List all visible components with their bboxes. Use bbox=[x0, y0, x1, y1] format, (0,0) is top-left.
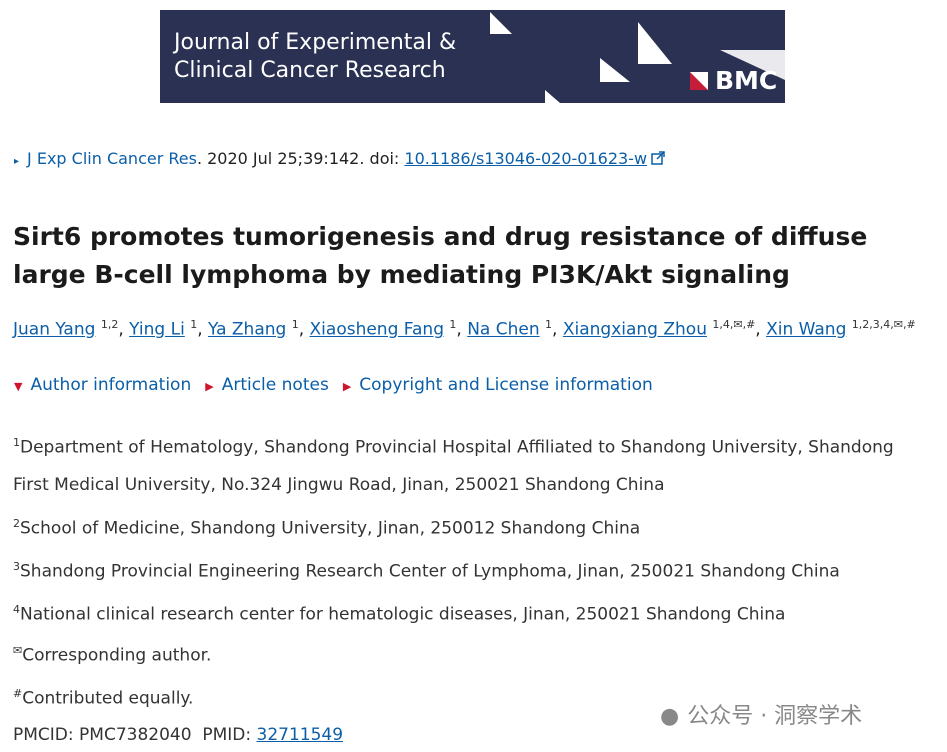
separator: , bbox=[298, 319, 310, 340]
bmc-logo: BMC bbox=[715, 66, 778, 95]
affiliations: 1Department of Hematology, Shandong Prov… bbox=[13, 424, 918, 634]
notes: ✉Corresponding author. #Contributed equal… bbox=[13, 632, 343, 752]
author-name[interactable]: Xin Wang bbox=[766, 319, 847, 340]
author-sup: 1,2 bbox=[100, 318, 119, 331]
affiliation-num: 2 bbox=[13, 516, 20, 530]
affiliation-num: 3 bbox=[13, 559, 20, 573]
affiliation-text: Shandong Provincial Engineering Research… bbox=[20, 561, 840, 582]
author-name[interactable]: Juan Yang bbox=[13, 319, 96, 340]
external-icon bbox=[651, 151, 665, 165]
affiliation-num: 4 bbox=[13, 602, 20, 616]
author-sup: 1 bbox=[449, 318, 457, 331]
separator: , bbox=[118, 319, 130, 340]
citation-text: . 2020 Jul 25;39:142. doi: bbox=[196, 149, 405, 168]
affiliation-text: Department of Hematology, Shandong Provi… bbox=[13, 437, 894, 496]
pmcid: PMC7382040 bbox=[79, 725, 192, 746]
author-list: Juan Yang 1,2, Ying Li 1, Ya Zhang 1, Xi… bbox=[13, 318, 916, 340]
affiliation-num: 1 bbox=[13, 436, 20, 449]
journal-link[interactable]: J Exp Clin Cancer Res bbox=[27, 149, 197, 168]
affiliation: 1Department of Hematology, Shandong Prov… bbox=[13, 424, 918, 505]
author-sup: 1 bbox=[190, 318, 198, 331]
author-sup: 1,2,3,4,✉,# bbox=[851, 318, 916, 331]
author-sup: 1 bbox=[291, 318, 299, 331]
pmid-label: PMID: bbox=[202, 725, 252, 746]
banner-line: Clinical Cancer Research bbox=[174, 58, 446, 83]
journal-banner[interactable]: Journal of Experimental & Clinical Cance… bbox=[160, 10, 785, 103]
note-text: Corresponding author. bbox=[22, 645, 212, 666]
watermark-text: 公众号 · 洞察学术 bbox=[687, 704, 863, 729]
toggle-link[interactable]: Article notes bbox=[221, 375, 329, 395]
separator: , bbox=[755, 319, 767, 340]
watermark: ● 公众号 · 洞察学术 bbox=[660, 698, 862, 730]
author-name[interactable]: Na Chen bbox=[467, 319, 540, 340]
affiliation-text: National clinical research center for he… bbox=[20, 604, 786, 625]
affiliation: 4National clinical research center for h… bbox=[13, 591, 918, 634]
bullet: ▸ bbox=[14, 156, 20, 167]
note-symbol: ✉ bbox=[13, 644, 23, 657]
separator: , bbox=[552, 319, 563, 340]
toggle-arrow: ▼ bbox=[14, 380, 23, 393]
toggle[interactable]: ▶ Copyright and License information bbox=[343, 375, 653, 395]
author-name[interactable]: Ying Li bbox=[129, 319, 185, 340]
affiliation-text: School of Medicine, Shandong University,… bbox=[20, 518, 641, 539]
affiliation: 2School of Medicine, Shandong University… bbox=[13, 505, 918, 548]
toggle-link[interactable]: Copyright and License information bbox=[359, 375, 653, 395]
author-name[interactable]: Xiangxiang Zhou bbox=[562, 319, 707, 340]
note-text: Contributed equally. bbox=[22, 688, 194, 709]
note-symbol: # bbox=[13, 686, 23, 700]
author-sup: 1 bbox=[545, 318, 553, 331]
pmcid-label: PMCID: bbox=[13, 725, 74, 746]
toggle-arrow: ▶ bbox=[205, 380, 214, 393]
doi-link[interactable]: 10.1186/s13046-020-01623-w bbox=[404, 149, 648, 168]
separator: , bbox=[456, 319, 468, 340]
author-sup: 1,4,✉,# bbox=[712, 318, 756, 331]
separator: , bbox=[197, 319, 209, 340]
toggle[interactable]: ▶ Article notes bbox=[205, 375, 329, 395]
note: #Contributed equally. bbox=[13, 675, 343, 718]
citation: ▸ J Exp Clin Cancer Res. 2020 Jul 25;39:1… bbox=[14, 149, 665, 168]
id-line: PMCID: PMC7382040 PMID: 32711549 bbox=[13, 717, 343, 752]
affiliation: 3Shandong Provincial Engineering Researc… bbox=[13, 548, 918, 591]
toggle-link[interactable]: Author information bbox=[30, 375, 192, 395]
author-name[interactable]: Ya Zhang bbox=[208, 319, 287, 340]
toggle-arrow: ▶ bbox=[342, 380, 352, 393]
author-name[interactable]: Xiaosheng Fang bbox=[309, 319, 444, 340]
wechat-icon: ● bbox=[660, 704, 680, 729]
article-title: Sirt6 promotes tumorigenesis and drug re… bbox=[13, 222, 868, 289]
toggle[interactable]: ▼ Author information bbox=[14, 375, 191, 395]
note: ✉Corresponding author. bbox=[13, 632, 343, 675]
banner-shapes bbox=[490, 12, 785, 103]
pmid-link[interactable]: 32711549 bbox=[256, 725, 344, 746]
toggle-list: ▼ Author information ▶ Article notes ▶ Copyri… bbox=[14, 375, 667, 395]
banner-line: Journal of Experimental & bbox=[174, 30, 457, 55]
